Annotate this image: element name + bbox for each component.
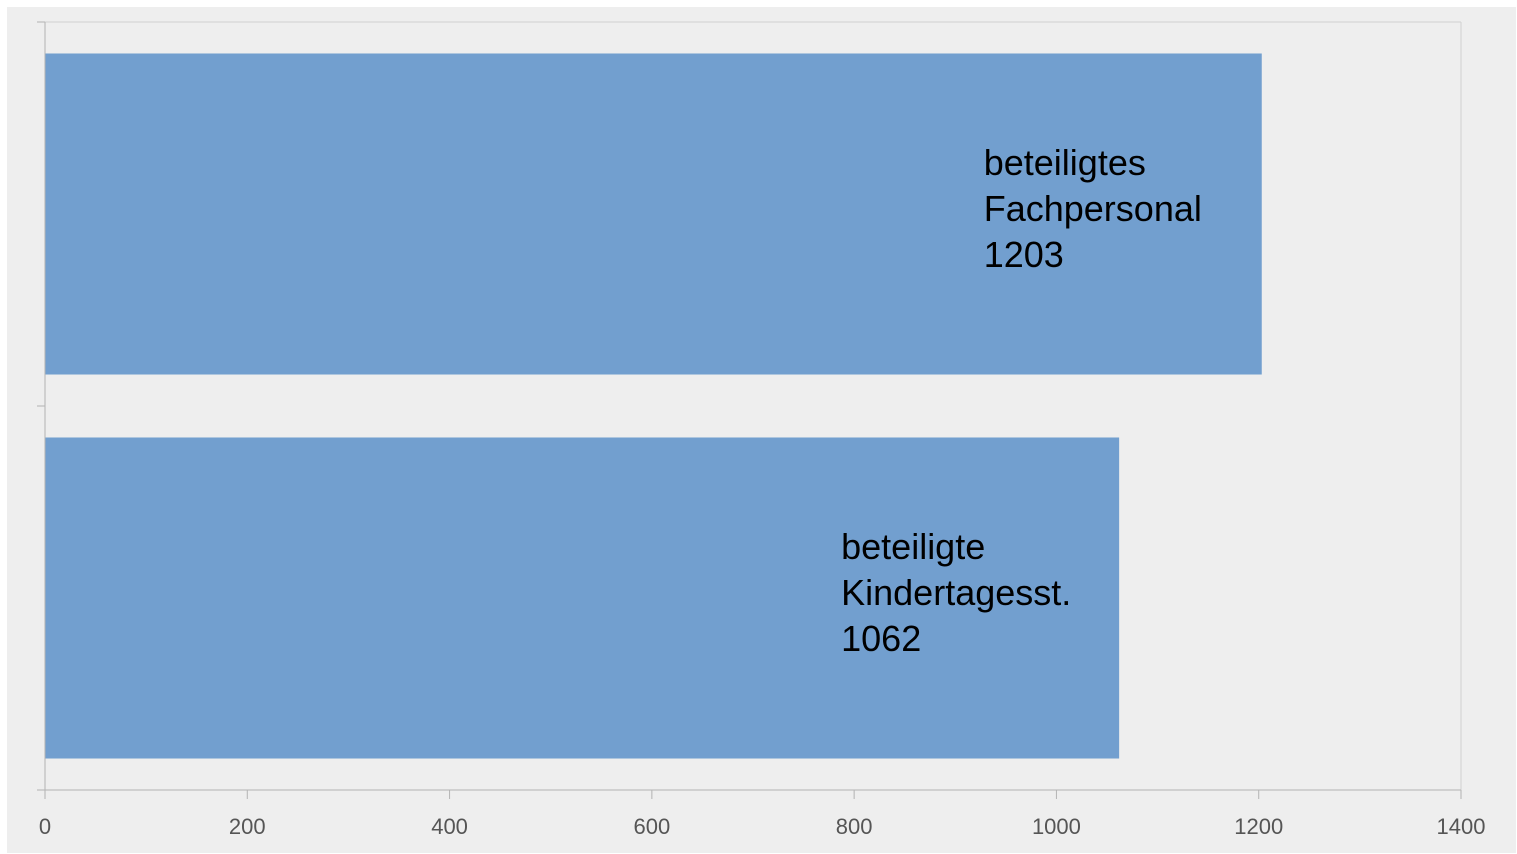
x-tick-label: 200 — [229, 814, 266, 839]
x-tick-label: 1000 — [1032, 814, 1081, 839]
x-tick-label: 0 — [39, 814, 51, 839]
x-tick-label: 800 — [836, 814, 873, 839]
data-label-value: 1062 — [841, 618, 922, 659]
x-tick-label: 1400 — [1437, 814, 1486, 839]
data-label-category: beteiligte Kindertagesst. — [841, 526, 1072, 613]
data-label-category: beteiligtes Fachpersonal — [983, 142, 1202, 229]
x-tick-label: 1200 — [1234, 814, 1283, 839]
x-tick-label: 600 — [633, 814, 670, 839]
data-label: beteiligte Kindertagesst. 1062 — [841, 524, 1111, 662]
bar — [45, 53, 1262, 375]
x-tick-label: 400 — [431, 814, 468, 839]
bar — [45, 437, 1120, 759]
data-label: beteiligtes Fachpersonal 1203 — [984, 140, 1254, 278]
data-label-value: 1203 — [983, 234, 1064, 275]
